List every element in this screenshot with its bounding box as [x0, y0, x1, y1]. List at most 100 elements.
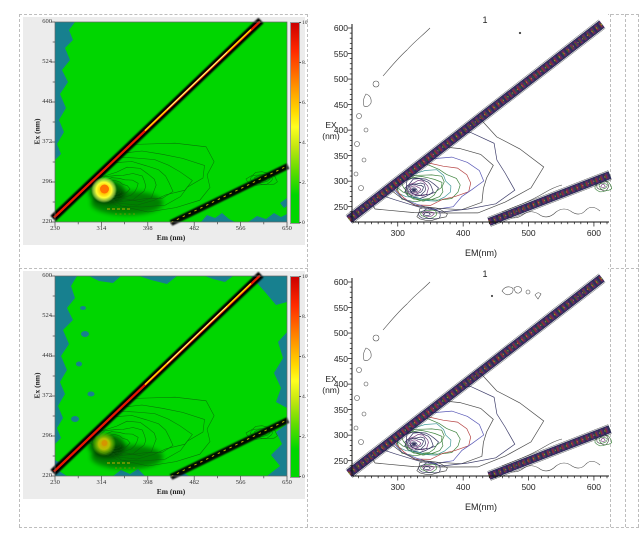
contour-plot-figure: 1 600 550 500 450 400 350 300 250 300 400 500 600 EX(…: [310, 14, 613, 270]
contour-rings-main-peak: [360, 110, 545, 214]
heatmap-plot-area: [50, 17, 290, 226]
colorbar-tick-mark: [298, 275, 301, 277]
contour-plot-area: [345, 273, 613, 481]
y-tick-label: 600: [42, 18, 52, 25]
y-tick-label: 300: [333, 430, 348, 441]
y-tick-label: 550: [333, 48, 348, 59]
y-tick-label: 448: [42, 98, 52, 105]
secondary-peak-streaks: [107, 462, 135, 469]
contour-rings-main-peak: [360, 364, 545, 468]
colorbar-tick-mark: [298, 101, 301, 103]
grid-line-vertical: [19, 14, 20, 527]
y-tick-label: 550: [333, 302, 348, 313]
x-tick-label: 482: [189, 225, 200, 232]
fluorescence-spot: [91, 177, 117, 203]
low-signal-patches: [55, 22, 287, 222]
x-tick-label: 650: [282, 225, 292, 232]
y-tick-label: 296: [42, 178, 52, 185]
scattered-contours: [353, 281, 542, 445]
colorbar-tick-label: 8.: [302, 59, 307, 66]
x-tick-label: 600: [586, 228, 602, 238]
second-order-rayleigh-band: [487, 424, 612, 481]
y-axis-label-line2: (nm): [322, 131, 340, 141]
x-tick-label: 398: [142, 225, 153, 232]
colorbar-tick-mark: [298, 475, 301, 477]
contour-plot-area: [345, 19, 613, 227]
low-signal-patches: [55, 276, 287, 476]
y-tick-label: 220: [42, 218, 52, 225]
y-tick-label: 372: [42, 138, 52, 145]
axis-ticks: [348, 281, 608, 481]
y-tick-label: 600: [333, 277, 348, 287]
y-tick-label: 372: [42, 392, 52, 399]
y-axis-label: Ex (nm): [32, 118, 42, 145]
colorbar-tick-label: 10: [302, 19, 308, 26]
colorbar: [290, 276, 300, 478]
x-tick-label: 500: [521, 482, 536, 492]
x-tick-label: 600: [586, 482, 602, 492]
x-tick-label: 398: [142, 479, 153, 486]
x-tick-label: 482: [189, 479, 200, 486]
x-axis-label: EM(nm): [465, 248, 497, 258]
second-order-rayleigh-band: [169, 163, 290, 226]
contour-rings-secondary-peak: [416, 460, 448, 476]
x-tick-label: 400: [456, 228, 471, 238]
colorbar-tick-mark: [298, 221, 301, 223]
x-tick-label: 300: [390, 482, 405, 492]
eem-heatmap-figure: 600 524 448 372 296 220 230 314 398 482 566 650 Ex (…: [23, 271, 308, 499]
secondary-peak-streaks: [107, 208, 135, 215]
y-tick-label: 448: [42, 352, 52, 359]
axis-ticks: [348, 27, 608, 227]
x-tick-label: 500: [521, 228, 536, 238]
colorbar-tick-label: 4.: [302, 139, 307, 146]
y-tick-label: 250: [333, 455, 348, 466]
colorbar-tick-label: 0: [302, 219, 305, 226]
y-tick-label: 296: [42, 432, 52, 439]
x-axis-label: EM(nm): [465, 502, 497, 512]
x-tick-label: 400: [456, 482, 471, 492]
colorbar-tick-label: 8.: [302, 313, 307, 320]
y-tick-label: 600: [42, 272, 52, 279]
y-tick-label: 524: [42, 312, 52, 319]
colorbar-tick-mark: [298, 181, 301, 183]
y-axis-label-line2: (nm): [322, 385, 340, 395]
colorbar-tick-mark: [298, 355, 301, 357]
plot-title: 1: [482, 269, 488, 279]
colorbar-tick-label: 2.: [302, 433, 307, 440]
y-tick-label: 500: [333, 328, 348, 339]
y-tick-label: 400: [333, 125, 348, 136]
colorbar-tick-mark: [298, 21, 301, 23]
x-tick-label: 300: [390, 228, 405, 238]
colorbar-tick-label: 10: [302, 273, 308, 280]
contour-plot-figure: 1 600 550 500 450 400 350 300 250 300 400 500 600 EX(…: [310, 268, 613, 524]
second-order-rayleigh-band: [487, 170, 612, 227]
axis: [351, 278, 609, 477]
colorbar-tick-label: 2.: [302, 179, 307, 186]
colorbar-tick-mark: [298, 395, 301, 397]
first-order-rayleigh-band: [345, 19, 606, 224]
grid-line-vertical: [307, 14, 308, 527]
y-tick-label: 220: [42, 472, 52, 479]
y-tick-label: 524: [42, 58, 52, 65]
axis-ticks: [51, 275, 288, 480]
axis-ticks: [51, 21, 288, 226]
scattered-contours: [353, 27, 522, 191]
colorbar-tick-label: 6.: [302, 99, 307, 106]
contour-rings-secondary-peak: [416, 206, 448, 222]
colorbar: [290, 22, 300, 224]
y-tick-label: 400: [333, 379, 348, 390]
grid-line-horizontal: [19, 527, 639, 528]
y-tick-label: 450: [333, 99, 348, 110]
y-axis-label: Ex (nm): [32, 372, 42, 399]
x-axis-label: Em (nm): [156, 233, 186, 242]
x-tick-label: 314: [96, 479, 107, 486]
second-order-rayleigh-band: [169, 417, 290, 480]
y-tick-label: 600: [333, 23, 348, 33]
y-tick-label: 350: [333, 150, 348, 161]
colorbar-tick-mark: [298, 435, 301, 437]
first-order-rayleigh-band: [50, 271, 264, 476]
plot-title: 1: [482, 15, 488, 25]
y-tick-label: 450: [333, 353, 348, 364]
first-order-rayleigh-band: [50, 17, 264, 222]
